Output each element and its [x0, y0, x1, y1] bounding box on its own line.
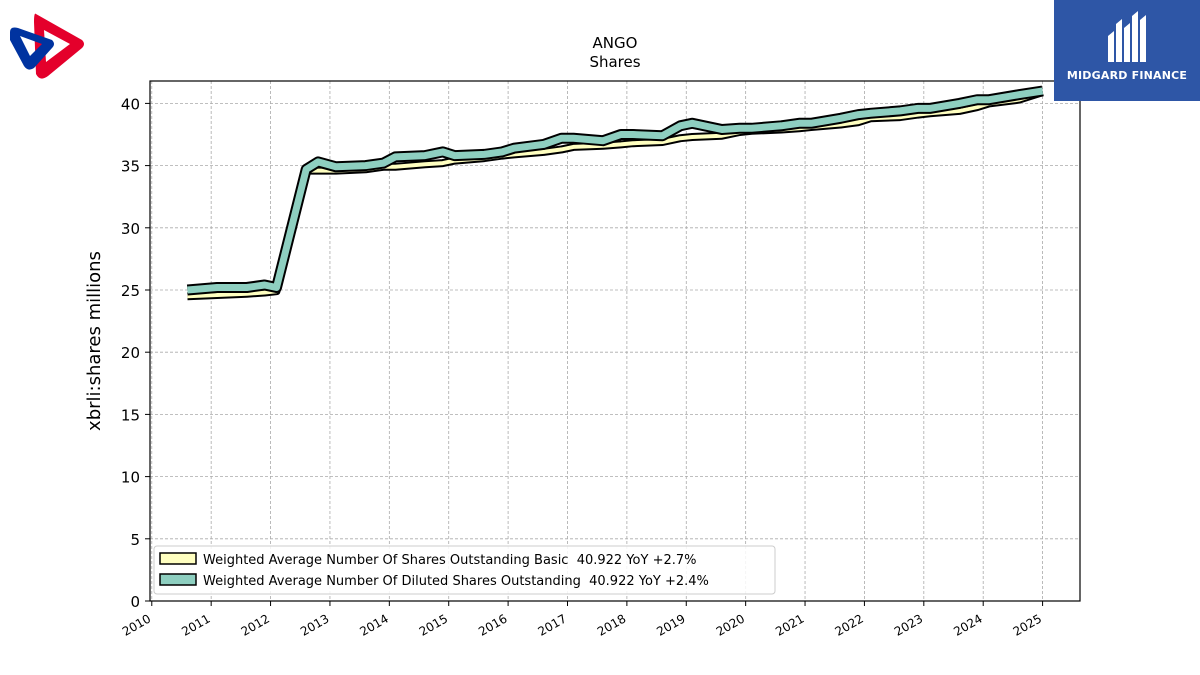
x-tick-label: 2013 — [298, 611, 331, 638]
y-tick-label: 30 — [121, 220, 140, 238]
x-tick-label: 2025 — [1011, 611, 1044, 638]
brand-badge: MIDGARD FINANCE — [1054, 0, 1200, 101]
logo-blue-shape — [10, 27, 54, 70]
x-tick-label: 2014 — [357, 611, 390, 638]
x-tick-label: 2023 — [892, 611, 925, 638]
x-tick-label: 2017 — [536, 611, 569, 638]
brand-logo-icon — [1108, 11, 1146, 62]
legend-swatch-basic — [159, 552, 197, 565]
x-tick-label: 2010 — [120, 611, 153, 638]
y-tick-label: 0 — [130, 593, 140, 611]
x-tick-label: 2020 — [714, 611, 747, 638]
x-tick-label: 2018 — [595, 611, 628, 638]
legend-label-diluted: Weighted Average Number Of Diluted Share… — [203, 574, 709, 589]
legend-swatch-diluted — [159, 573, 197, 586]
logo-red-shape — [34, 13, 84, 79]
x-tick-label: 2021 — [773, 611, 806, 638]
x-tick-label: 2011 — [179, 611, 212, 638]
legend-label-basic: Weighted Average Number Of Shares Outsta… — [203, 553, 697, 568]
y-tick-label: 20 — [121, 344, 140, 362]
x-tick-label: 2015 — [417, 611, 450, 638]
diluted-shares-series-line — [187, 87, 1044, 294]
y-tick-label: 25 — [121, 282, 140, 300]
plot-frame — [149, 80, 1081, 602]
series-layer — [186, 85, 1044, 301]
x-tick-label: 2022 — [832, 611, 865, 638]
y-tick-label: 5 — [130, 531, 140, 549]
y-tick-label: 35 — [121, 158, 140, 176]
legend: Weighted Average Number Of Shares Outsta… — [153, 545, 776, 595]
diluted-shares-series-outline — [186, 85, 1044, 296]
x-tick-label: 2019 — [654, 611, 687, 638]
company-logo — [6, 10, 86, 86]
x-tick-label: 2012 — [239, 611, 272, 638]
y-tick-label: 10 — [121, 469, 140, 487]
chart-subtitle: Shares — [589, 53, 640, 71]
y-axis-label: xbrli:shares millions — [84, 251, 105, 431]
y-tick-label: 40 — [121, 95, 140, 113]
brand-name: MIDGARD FINANCE — [1066, 69, 1188, 82]
x-tick-label: 2016 — [476, 611, 509, 638]
grid-lines — [150, 81, 1080, 602]
legend-box — [153, 545, 776, 595]
basic-shares-series-line — [187, 90, 1044, 299]
chart-title: ANGO — [593, 34, 638, 52]
x-tick-label: 2024 — [951, 611, 984, 638]
y-tick-label: 15 — [121, 406, 140, 424]
basic-shares-series-outline — [187, 88, 1044, 301]
